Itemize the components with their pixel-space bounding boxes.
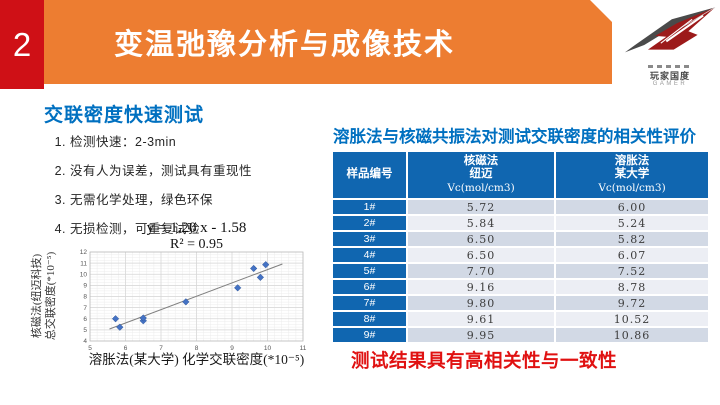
swelling-value-cell: 6.07 [556,248,708,262]
swelling-value-cell: 8.78 [556,280,708,294]
sample-id-cell: 5# [333,264,406,278]
swelling-value-cell: 5.24 [556,216,708,230]
trendline-equation: y = 1.20 x - 1.58 R² = 0.95 [90,220,303,253]
nmr-value-cell: 6.50 [408,248,554,262]
nmr-value-cell: 9.80 [408,296,554,310]
nmr-value-cell: 7.70 [408,264,554,278]
table-row: 3# 6.50 5.82 [333,232,708,246]
title-band: 变温弛豫分析与成像技术 [44,0,612,84]
sample-id-cell: 8# [333,312,406,326]
sample-id-cell: 6# [333,280,406,294]
logo-chinese-text: 玩家国度 [649,71,690,81]
table-row: 5# 7.70 7.52 [333,264,708,278]
logo-marks [648,65,692,68]
left-section-heading: 交联密度快速测试 [44,105,205,126]
svg-text:9: 9 [83,283,87,290]
table-row: 4# 6.50 6.07 [333,248,708,262]
slide-number: 2 [12,25,32,63]
sample-id-cell: 3# [333,232,406,246]
feature-list-item: 检测快速：2-3min [70,131,350,150]
swelling-value-cell: 6.00 [556,200,708,214]
svg-text:8: 8 [195,345,199,352]
table-row: 2# 5.84 5.24 [333,216,708,230]
nmr-value-cell: 6.50 [408,232,554,246]
r-squared-text: R² = 0.95 [170,237,223,252]
svg-text:12: 12 [80,249,88,256]
nmr-method-header: 核磁法 纽迈 Vc(mol/cm3) [408,152,554,198]
feature-list-item: 无需化学处理，绿色环保 [70,189,350,208]
table-row: 8# 9.61 10.52 [333,312,708,326]
svg-text:5: 5 [88,345,92,352]
table-row: 6# 9.16 8.78 [333,280,708,294]
logo-latin-text: GAMER [652,81,688,87]
swelling-value-cell: 9.72 [556,296,708,310]
sample-id-cell: 1# [333,200,406,214]
nmr-value-cell: 5.84 [408,216,554,230]
chart-x-axis-label: 溶胀法(某大学) 化学交联密度(*10⁻⁵) [88,352,305,367]
scatter-chart: 5 6 7 8 9 10 11 4 5 6 7 8 9 10 11 12 [74,248,310,360]
sample-id-cell: 7# [333,296,406,310]
feature-list-item: 无损检测，可重复试验 [70,218,350,237]
sample-id-header: 样品编号 [333,152,406,198]
svg-text:8: 8 [83,294,87,301]
svg-text:11: 11 [300,345,307,352]
chart-y-axis-label: 核磁法(纽迈科技) 总交联密度(*10⁻⁵) [31,251,57,341]
swelling-value-cell: 10.86 [556,328,708,342]
feature-list: 检测快速：2-3min 没有人为误差，测试具有重现性无需化学处理，绿色环保无损检测… [50,131,350,247]
rog-logo: 玩家国度 GAMER [622,4,718,100]
sample-id-cell: 4# [333,248,406,262]
sample-id-cell: 2# [333,216,406,230]
nmr-value-cell: 9.61 [408,312,554,326]
svg-text:7: 7 [159,345,163,352]
swelling-value-cell: 10.52 [556,312,708,326]
sample-id-cell: 9# [333,328,406,342]
correlation-table: 样品编号 核磁法 纽迈 Vc(mol/cm3) 溶胀法 某大学 Vc(mol/cm3) 1# 5… [331,150,710,344]
table-title: 溶胀法与核磁共振法对测试交联密度的相关性评价 [333,128,696,146]
nmr-value-cell: 9.16 [408,280,554,294]
svg-text:4: 4 [83,338,87,345]
swelling-value-cell: 5.82 [556,232,708,246]
rog-eye-icon [624,7,716,53]
svg-text:7: 7 [83,305,87,312]
equation-text: y = 1.20 x - 1.58 [146,220,247,236]
svg-text:11: 11 [80,260,87,267]
table-row: 7# 9.80 9.72 [333,296,708,310]
slide-title: 变温弛豫分析与成像技术 [114,29,456,61]
svg-text:6: 6 [83,316,87,323]
svg-text:6: 6 [124,345,128,352]
table-row: 9# 9.95 10.86 [333,328,708,342]
swelling-value-cell: 7.52 [556,264,708,278]
feature-list-item: 没有人为误差，测试具有重现性 [70,160,350,179]
conclusion-text: 测试结果具有高相关性与一致性 [351,350,618,371]
svg-text:10: 10 [80,271,88,278]
nmr-value-cell: 5.72 [408,200,554,214]
svg-text:9: 9 [230,345,234,352]
swelling-method-header: 溶胀法 某大学 Vc(mol/cm3) [556,152,708,198]
svg-text:5: 5 [83,327,87,334]
slide-number-block: 2 [0,0,44,89]
svg-text:10: 10 [264,345,272,352]
nmr-value-cell: 9.95 [408,328,554,342]
table-row: 1# 5.72 6.00 [333,200,708,214]
